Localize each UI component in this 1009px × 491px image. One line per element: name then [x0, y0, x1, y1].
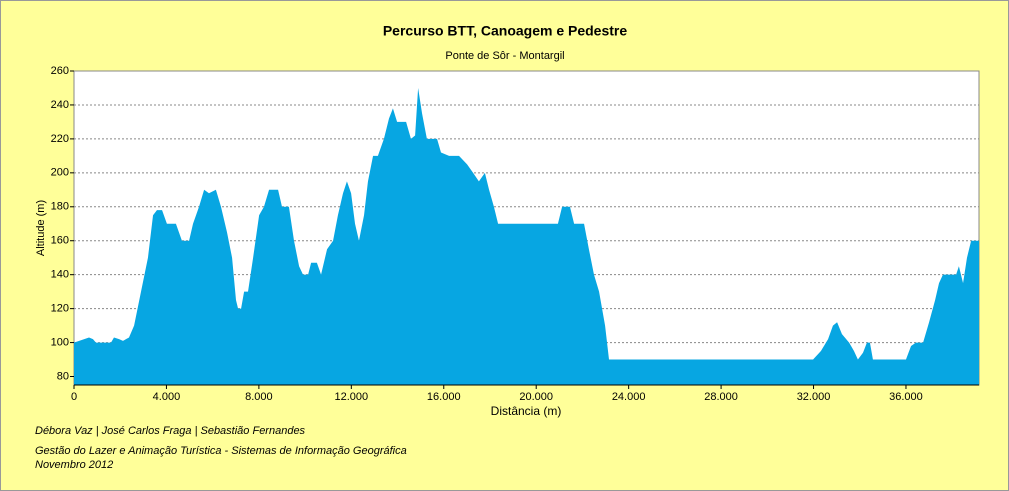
chart-subtitle: Ponte de Sôr - Montargil [445, 50, 564, 62]
y-axis-label: Altitude (m) [35, 200, 47, 256]
authors: Débora Vaz | José Carlos Fraga | Sebasti… [35, 425, 306, 437]
x-tick-label: 36.000 [889, 391, 923, 403]
y-tick-label: 180 [51, 201, 69, 213]
y-tick-label: 240 [51, 99, 69, 111]
x-tick-label: 16.000 [427, 391, 461, 403]
chart: Percurso BTT, Canoagem e Pedestre Ponte … [35, 23, 980, 418]
y-tick-label: 120 [51, 303, 69, 315]
x-tick-label: 28.000 [704, 391, 738, 403]
y-tick-label: 260 [51, 65, 69, 77]
date: Novembro 2012 [35, 459, 114, 471]
x-tick-label: 12.000 [334, 391, 368, 403]
y-tick-label: 80 [57, 370, 69, 382]
y-tick-label: 220 [51, 133, 69, 145]
y-tick-label: 140 [51, 269, 69, 281]
y-tick-label: 100 [51, 336, 69, 348]
course: Gestão do Lazer e Animação Turística - S… [35, 445, 407, 457]
elevation-area [74, 87, 979, 386]
x-tick-label: 24.000 [612, 391, 646, 403]
chart-title: Percurso BTT, Canoagem e Pedestre [383, 23, 628, 39]
x-tick-label: 0 [71, 391, 77, 403]
x-axis-label: Distância (m) [491, 404, 562, 418]
y-tick-label: 200 [51, 167, 69, 179]
x-tick-label: 32.000 [797, 391, 831, 403]
x-tick-label: 4.000 [153, 391, 181, 403]
x-tick-label: 8.000 [245, 391, 273, 403]
x-tick-label: 20.000 [519, 391, 553, 403]
y-tick-label: 160 [51, 235, 69, 247]
